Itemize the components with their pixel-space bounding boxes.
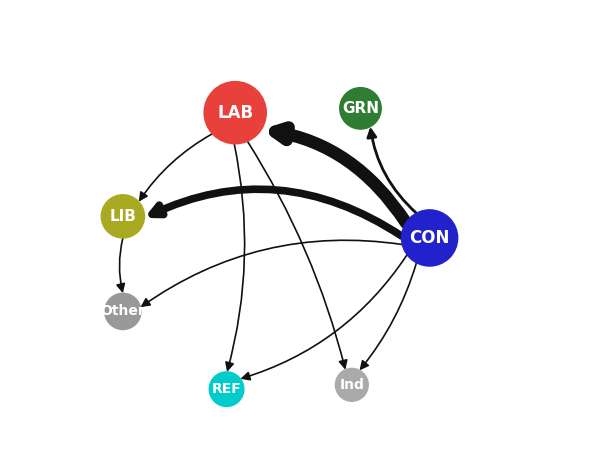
Circle shape xyxy=(209,372,244,406)
FancyArrowPatch shape xyxy=(368,130,416,213)
FancyArrowPatch shape xyxy=(142,240,402,306)
FancyArrowPatch shape xyxy=(247,141,347,368)
Circle shape xyxy=(105,293,141,329)
Circle shape xyxy=(340,88,381,129)
FancyArrowPatch shape xyxy=(275,127,406,223)
Text: LAB: LAB xyxy=(217,104,253,122)
Text: Other: Other xyxy=(101,304,145,319)
FancyArrowPatch shape xyxy=(117,238,124,292)
FancyArrowPatch shape xyxy=(152,189,401,236)
FancyArrowPatch shape xyxy=(140,134,212,200)
Text: GRN: GRN xyxy=(342,101,379,116)
FancyArrowPatch shape xyxy=(226,144,245,370)
Text: LIB: LIB xyxy=(109,209,136,224)
Text: REF: REF xyxy=(212,382,241,396)
FancyArrowPatch shape xyxy=(242,255,407,380)
Text: Ind: Ind xyxy=(340,378,364,392)
Circle shape xyxy=(204,81,266,144)
Circle shape xyxy=(101,195,145,238)
Text: CON: CON xyxy=(409,229,450,247)
FancyArrowPatch shape xyxy=(361,263,416,369)
Circle shape xyxy=(401,210,458,266)
Circle shape xyxy=(335,369,368,401)
